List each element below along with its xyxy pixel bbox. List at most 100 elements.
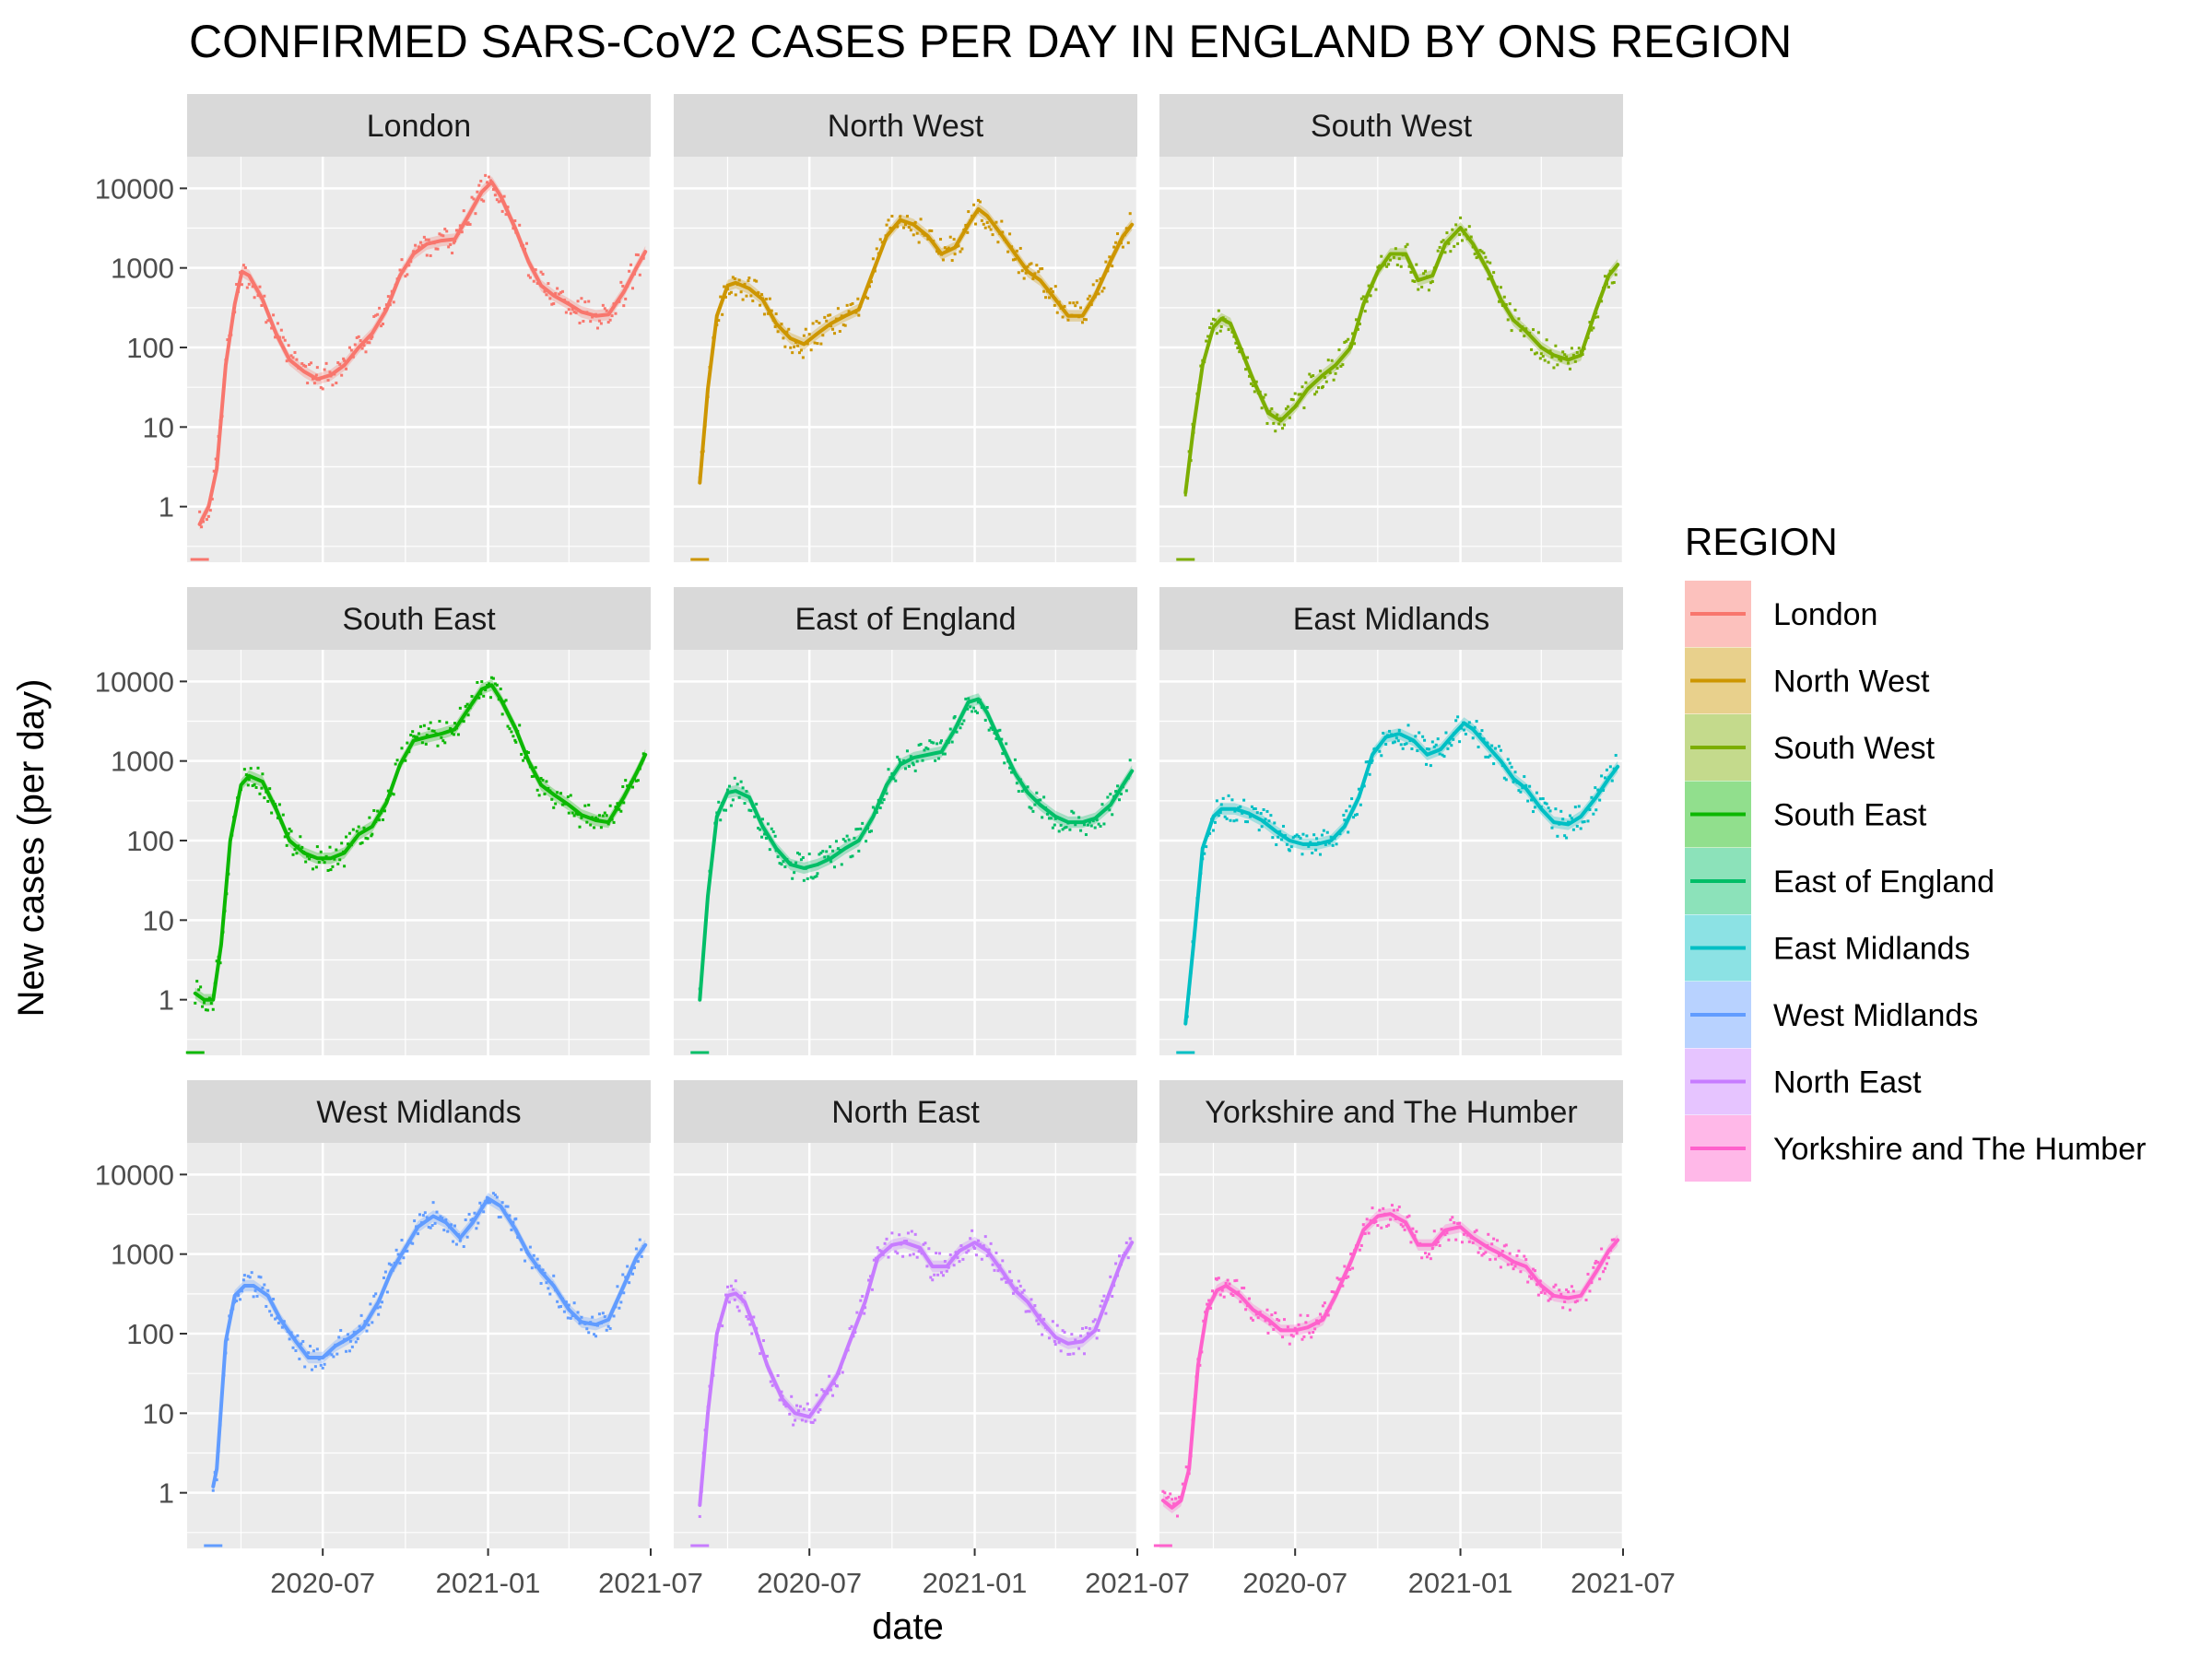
data-point: [440, 233, 443, 237]
y-tick-label: 10000: [95, 665, 174, 698]
data-point: [211, 1488, 215, 1492]
data-point: [749, 809, 753, 813]
data-point: [1395, 1208, 1399, 1212]
data-point: [849, 855, 853, 859]
data-point: [406, 1249, 409, 1253]
data-point: [985, 221, 989, 225]
data-point: [560, 803, 564, 806]
data-point: [1068, 301, 1072, 305]
data-point: [451, 252, 454, 255]
data-point: [759, 303, 762, 307]
data-point: [315, 845, 319, 849]
data-point: [1502, 776, 1506, 780]
data-point: [807, 1408, 811, 1412]
data-point: [1380, 1226, 1383, 1230]
data-point: [456, 733, 460, 736]
data-point: [413, 1219, 417, 1223]
data-point: [317, 860, 321, 864]
data-point: [285, 843, 288, 847]
data-point: [1596, 788, 1600, 792]
data-point: [576, 1311, 580, 1314]
data-point: [1100, 289, 1104, 293]
data-point: [1464, 732, 1467, 735]
data-point: [741, 298, 745, 301]
data-point: [453, 1224, 456, 1228]
data-point: [953, 253, 957, 256]
data-point: [556, 791, 559, 794]
data-point: [1429, 764, 1432, 768]
data-point: [1049, 287, 1053, 290]
data-point: [1093, 1318, 1097, 1322]
data-point: [1535, 351, 1538, 355]
data-point: [394, 762, 397, 766]
data-point: [972, 1245, 976, 1249]
data-point: [1600, 1247, 1604, 1251]
data-point: [1395, 263, 1399, 266]
data-point: [275, 1316, 278, 1320]
data-point: [892, 777, 896, 781]
data-point: [1436, 1241, 1440, 1244]
data-point: [1211, 317, 1215, 321]
data-point: [932, 741, 935, 745]
data-point: [813, 876, 817, 879]
data-point: [776, 330, 780, 334]
data-point: [425, 734, 429, 737]
data-point: [917, 743, 921, 747]
data-point: [1504, 1243, 1508, 1247]
data-point: [819, 342, 823, 346]
data-point: [799, 348, 803, 352]
data-point: [1219, 803, 1223, 806]
data-point: [1289, 1334, 1293, 1337]
data-point: [422, 235, 426, 239]
data-point: [1570, 1285, 1573, 1288]
data-point: [762, 312, 766, 316]
data-point: [1288, 849, 1291, 853]
data-point: [279, 328, 283, 332]
data-point: [1254, 380, 1258, 383]
data-point: [1371, 1206, 1374, 1210]
data-point: [959, 1244, 963, 1248]
data-point: [578, 321, 582, 324]
data-point: [304, 860, 308, 864]
data-point: [543, 289, 547, 293]
data-point: [453, 241, 456, 244]
data-point: [955, 730, 959, 734]
data-point: [287, 344, 290, 347]
data-point: [429, 721, 432, 724]
data-point: [1328, 371, 1332, 374]
data-point: [925, 1265, 929, 1268]
data-point: [1417, 288, 1420, 291]
data-point: [354, 1340, 358, 1344]
data-point: [353, 343, 357, 347]
data-point: [291, 356, 295, 359]
data-point: [1359, 803, 1362, 806]
facet-strip-label: West Midlands: [316, 1095, 521, 1130]
data-point: [1372, 1220, 1376, 1224]
data-point: [628, 269, 631, 273]
data-point: [906, 1231, 910, 1235]
data-point: [1523, 775, 1526, 779]
data-point: [1313, 1327, 1317, 1331]
data-point: [774, 312, 778, 316]
data-point: [1502, 295, 1506, 299]
data-point: [1086, 1332, 1089, 1335]
data-point: [518, 223, 522, 227]
data-point: [445, 721, 449, 724]
data-point: [473, 1211, 477, 1215]
data-point: [545, 1281, 548, 1285]
data-point: [1358, 323, 1361, 326]
data-point: [339, 1328, 343, 1332]
data-point: [1272, 1327, 1276, 1331]
data-point: [550, 797, 554, 801]
data-point: [967, 210, 971, 214]
data-point: [1449, 1218, 1453, 1221]
data-point: [632, 1266, 636, 1270]
data-point: [1404, 245, 1407, 249]
data-point: [877, 1248, 881, 1252]
data-point: [235, 1299, 239, 1302]
data-point: [1523, 335, 1526, 338]
data-point: [1563, 353, 1567, 357]
x-tick-label: 2021-07: [598, 1567, 703, 1599]
facet-panel: South West: [1159, 94, 1625, 562]
data-point: [364, 350, 368, 354]
